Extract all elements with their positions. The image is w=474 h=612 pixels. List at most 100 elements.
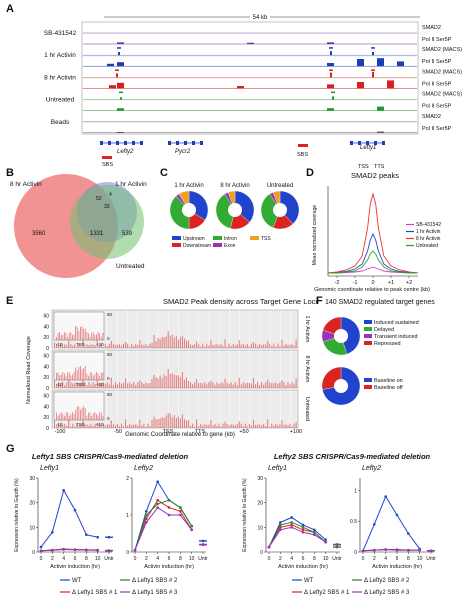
g-legend-label: WT bbox=[72, 578, 82, 584]
e-density-bar bbox=[82, 339, 84, 348]
e-density-bar bbox=[271, 383, 273, 388]
e-density-bar bbox=[175, 335, 177, 348]
e-density-bar bbox=[139, 340, 141, 348]
venn-n-b: 4 bbox=[109, 192, 112, 198]
e-inset-y-tick-label: 0 bbox=[107, 376, 110, 381]
e-density-bar bbox=[285, 344, 287, 348]
e-inset-bar bbox=[97, 373, 99, 380]
e-density-bar bbox=[226, 346, 228, 348]
e-inset-bar bbox=[100, 336, 102, 340]
g-series-point bbox=[290, 521, 293, 524]
e-density-bar bbox=[295, 422, 297, 428]
e-y-tick-label: 60 bbox=[43, 353, 49, 359]
e-density-bar bbox=[265, 344, 267, 348]
track-label-pol2: Pol II Ser5P bbox=[422, 104, 452, 110]
f-legend-swatch bbox=[364, 385, 372, 389]
e-density-bar bbox=[159, 418, 161, 428]
g-series-point bbox=[290, 526, 293, 529]
e-density-bar bbox=[277, 425, 279, 428]
macs-peak-call bbox=[117, 47, 121, 49]
e-density-bar bbox=[181, 335, 183, 348]
e-density-bar bbox=[230, 424, 232, 428]
browser-row-1: 1 hr Activin SMAD2 (MACS) Pol II Ser5P bbox=[44, 47, 462, 67]
g-y-tick-label: 10 bbox=[29, 525, 35, 531]
e-inset-bar bbox=[57, 333, 59, 340]
g-series-point bbox=[279, 523, 282, 527]
e-density-bar bbox=[173, 374, 175, 388]
g-series-point bbox=[290, 523, 293, 527]
e-inset-bar bbox=[62, 413, 64, 420]
e-density-bar bbox=[196, 419, 198, 428]
e-inset-x-tick-label: -10 bbox=[56, 422, 63, 427]
e-inset-bar bbox=[86, 415, 88, 420]
g-legend-label: Δ Lefty2 SBS # 3 bbox=[364, 590, 410, 596]
e-density-bar bbox=[222, 383, 224, 388]
e-density-bar bbox=[80, 382, 82, 388]
smad2-peak bbox=[116, 73, 118, 78]
e-density-bar bbox=[208, 345, 210, 348]
e-density-bar bbox=[285, 424, 287, 428]
e-density-bar bbox=[242, 426, 244, 428]
g-x-tick-label: 0 bbox=[268, 556, 271, 562]
g-legend-label: Δ Lefty2 SBS # 1 bbox=[304, 590, 350, 596]
e-density-bar bbox=[92, 344, 94, 348]
e-density-bar bbox=[106, 424, 108, 428]
pie-title-1hr: 1 hr Activin bbox=[174, 183, 203, 189]
g-series-point bbox=[39, 545, 43, 549]
pie-f-1-hole bbox=[334, 379, 348, 393]
row-label: SB-431542 bbox=[44, 30, 77, 37]
d-series-line bbox=[328, 266, 418, 274]
g-series-point bbox=[145, 521, 148, 524]
e-density-bar bbox=[86, 344, 88, 348]
e-density-bar bbox=[96, 378, 98, 388]
g-x-tick-label: 10 bbox=[189, 556, 195, 562]
g-series-point bbox=[96, 548, 99, 552]
e-side-label: 1 hr Activin bbox=[304, 316, 310, 343]
e-inset-y-tick-label: 0 bbox=[107, 336, 110, 341]
e-inset-bar bbox=[68, 372, 70, 380]
g-plot-1: Lefty2 0 1 2 0 2 4 6 8 10 Untr Activin induction (h… bbox=[126, 465, 208, 570]
e-inset-bar bbox=[60, 374, 62, 380]
smad2-peak bbox=[330, 72, 332, 78]
e-inset-bar bbox=[92, 332, 94, 340]
g-x-tick-label: 6 bbox=[396, 556, 399, 562]
g-y-label: Expression relative to Gapdh (%) bbox=[242, 478, 248, 552]
g-series-point bbox=[85, 548, 88, 552]
e-density-bar bbox=[54, 378, 56, 388]
e-density-bar bbox=[135, 424, 137, 428]
e-density-bar bbox=[66, 425, 68, 428]
g-title-right: Lefty2 SBS CRISPR/Cas9-mediated deletion bbox=[274, 452, 431, 461]
e-density-bar bbox=[252, 378, 255, 388]
e-density-bar bbox=[257, 345, 259, 348]
e-density-bar bbox=[92, 426, 94, 428]
e-inset-bar bbox=[62, 372, 64, 380]
e-inset-bar bbox=[84, 328, 86, 340]
e-density-bar bbox=[163, 417, 165, 428]
e-density-bar bbox=[62, 425, 64, 428]
e-density-bar bbox=[125, 419, 127, 428]
e-density-bar bbox=[202, 383, 204, 388]
e-density-bar bbox=[141, 382, 143, 388]
e-density-bar bbox=[169, 413, 171, 428]
g-series-point bbox=[384, 548, 387, 551]
e-density-bar bbox=[56, 425, 58, 428]
e-y-tick-label: 40 bbox=[43, 364, 49, 370]
d-legend-label: 1 hr Activin bbox=[416, 229, 441, 235]
e-density-bar bbox=[263, 423, 265, 428]
e-density-bar bbox=[295, 339, 297, 348]
e-density-bar bbox=[60, 384, 62, 388]
e-density-bar bbox=[72, 383, 74, 388]
e-inset-bar bbox=[78, 406, 80, 420]
e-density-bar bbox=[123, 426, 125, 428]
pol2-signal bbox=[247, 42, 254, 44]
smad2-peak bbox=[372, 71, 374, 78]
e-density-bar bbox=[58, 346, 60, 348]
g-y-tick-label: 1 bbox=[126, 513, 129, 519]
e-inset-bar bbox=[72, 412, 73, 420]
e-inset-x-tick-label: -10 bbox=[56, 382, 63, 387]
e-density-bar bbox=[127, 425, 129, 428]
annot-sbs-2: SBS bbox=[297, 152, 308, 158]
g-series-point bbox=[62, 547, 65, 551]
e-density-bar bbox=[82, 420, 84, 428]
